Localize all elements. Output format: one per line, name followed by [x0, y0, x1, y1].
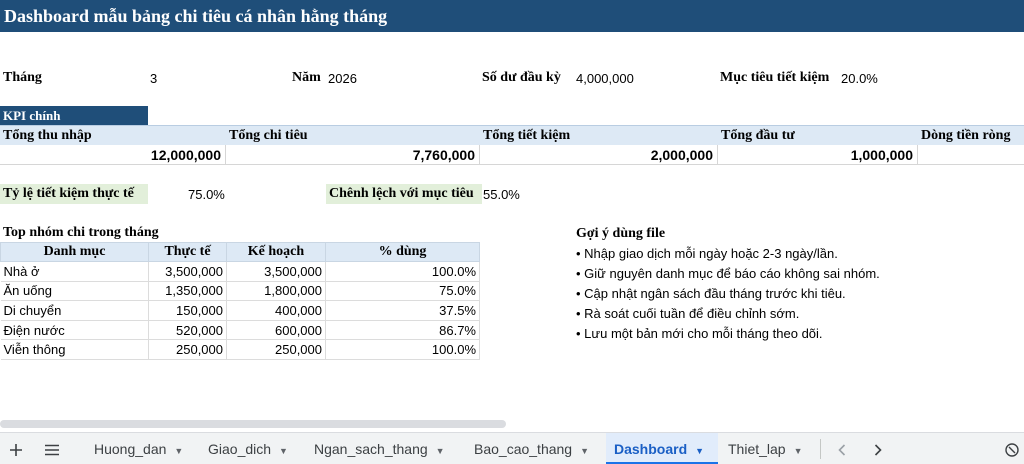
- target-difference-label: Chênh lệch với mục tiêu: [326, 184, 482, 204]
- actual-cell[interactable]: 1,350,000: [148, 281, 227, 302]
- chevron-down-icon[interactable]: ▼: [435, 446, 445, 456]
- col-planned: Kế hoạch: [226, 242, 326, 262]
- tab-label: Giao_dich: [208, 441, 272, 457]
- tips-panel: Gợi ý dùng file • Nhập giao dịch mỗi ngà…: [576, 224, 880, 344]
- tab-label: Ngan_sach_thang: [314, 441, 428, 457]
- percent-cell[interactable]: 75.0%: [325, 281, 480, 302]
- percent-cell[interactable]: 86.7%: [325, 320, 480, 341]
- opening-balance-value[interactable]: 4,000,000: [576, 71, 634, 86]
- savings-target-value[interactable]: 20.0%: [841, 71, 878, 86]
- actual-cell[interactable]: 520,000: [148, 320, 227, 341]
- menu-icon[interactable]: [38, 433, 66, 464]
- planned-cell[interactable]: 250,000: [226, 339, 326, 360]
- percent-cell[interactable]: 100.0%: [325, 339, 480, 360]
- kpi-value-savings[interactable]: 2,000,000: [480, 145, 718, 165]
- kpi-header-net-cashflow: Dòng tiền ròng: [921, 128, 1011, 143]
- kpi-header-row: Tổng thu nhập Tổng chi tiêu Tổng tiết ki…: [0, 125, 1024, 145]
- tip-item: • Cập nhật ngân sách đầu tháng trước khi…: [576, 286, 846, 301]
- year-value[interactable]: 2026: [328, 71, 357, 86]
- tips-title: Gợi ý dùng file: [576, 226, 666, 241]
- savings-target-label: Mục tiêu tiết kiệm: [720, 70, 830, 85]
- tab-separator: [820, 439, 821, 459]
- horizontal-scrollbar[interactable]: [0, 420, 1024, 428]
- col-category: Danh mục: [0, 242, 149, 262]
- category-cell[interactable]: Ăn uống: [0, 281, 149, 302]
- kpi-value-expense[interactable]: 7,760,000: [226, 145, 480, 165]
- percent-cell[interactable]: 100.0%: [325, 261, 480, 282]
- month-label: Tháng: [3, 70, 42, 85]
- kpi-header-savings: Tổng tiết kiệm: [483, 128, 571, 143]
- chevron-left-icon[interactable]: [830, 433, 854, 464]
- table-row: Nhà ở 3,500,000 3,500,000 100.0%: [0, 261, 480, 282]
- kpi-header-expense: Tổng chi tiêu: [229, 128, 308, 143]
- category-cell[interactable]: Viễn thông: [0, 339, 149, 360]
- actual-savings-rate-value[interactable]: 75.0%: [188, 187, 225, 202]
- tab-dashboard[interactable]: Dashboard ▼: [606, 433, 718, 464]
- top-groups-title: Top nhóm chi trong tháng: [3, 225, 159, 240]
- chevron-down-icon[interactable]: ▼: [695, 446, 705, 456]
- planned-cell[interactable]: 3,500,000: [226, 261, 326, 282]
- col-percent-used: % dùng: [325, 242, 480, 262]
- actual-cell[interactable]: 250,000: [148, 339, 227, 360]
- chevron-right-icon[interactable]: [866, 433, 890, 464]
- sheet-tab-bar: Huong_dan ▼ Giao_dich ▼ Ngan_sach_thang ▼ B…: [0, 432, 1024, 464]
- percent-cell[interactable]: 37.5%: [325, 300, 480, 321]
- chevron-down-icon[interactable]: ▼: [279, 446, 288, 456]
- kpi-value-row: 12,000,000 7,760,000 2,000,000 1,000,000: [0, 145, 1024, 165]
- col-actual: Thực tế: [148, 242, 227, 262]
- tab-ngan-sach-thang[interactable]: Ngan_sach_thang ▼: [306, 433, 464, 464]
- tab-label: Thiet_lap: [728, 441, 786, 457]
- tab-label: Bao_cao_thang: [474, 441, 573, 457]
- planned-cell[interactable]: 400,000: [226, 300, 326, 321]
- opening-balance-label: Số dư đầu kỳ: [482, 70, 561, 85]
- tab-label: Huong_dan: [94, 441, 167, 457]
- table-row: Viễn thông 250,000 250,000 100.0%: [0, 339, 480, 360]
- kpi-value-net-cashflow[interactable]: [918, 145, 1024, 165]
- tab-label: Dashboard: [614, 441, 688, 457]
- month-value[interactable]: 3: [150, 71, 158, 86]
- top-groups-table: Danh mục Thực tế Kế hoạch % dùng Nhà ở 3…: [0, 242, 480, 360]
- sheet-explore-icon[interactable]: [1000, 433, 1024, 464]
- kpi-header-investment: Tổng đầu tư: [721, 128, 795, 143]
- scrollbar-thumb[interactable]: [0, 420, 506, 428]
- actual-cell[interactable]: 150,000: [148, 300, 227, 321]
- tab-giao-dich[interactable]: Giao_dich ▼: [200, 433, 300, 464]
- tab-thiet-lap[interactable]: Thiet_lap ▼: [720, 433, 816, 464]
- tab-bao-cao-thang[interactable]: Bao_cao_thang ▼: [466, 433, 604, 464]
- dashboard-title: Dashboard mẫu bảng chi tiêu cá nhân hằng…: [0, 0, 1024, 32]
- tab-huong-dan[interactable]: Huong_dan ▼: [86, 433, 196, 464]
- tip-item: • Lưu một bản mới cho mỗi tháng theo dõi…: [576, 326, 823, 341]
- target-difference-value[interactable]: 55.0%: [483, 187, 520, 202]
- chevron-down-icon[interactable]: ▼: [580, 446, 590, 456]
- planned-cell[interactable]: 1,800,000: [226, 281, 326, 302]
- kpi-section-label: KPI chính: [0, 106, 148, 125]
- kpi-header-income: Tổng thu nhập: [3, 128, 92, 143]
- table-row: Điện nước 520,000 600,000 86.7%: [0, 320, 480, 341]
- tip-item: • Nhập giao dịch mỗi ngày hoặc 2-3 ngày/…: [576, 246, 838, 261]
- chevron-down-icon[interactable]: ▼: [174, 446, 184, 456]
- plus-icon[interactable]: [2, 433, 30, 464]
- year-label: Năm: [292, 70, 321, 85]
- actual-cell[interactable]: 3,500,000: [148, 261, 227, 282]
- table-row: Di chuyển 150,000 400,000 37.5%: [0, 300, 480, 321]
- top-groups-header-row: Danh mục Thực tế Kế hoạch % dùng: [0, 242, 480, 262]
- tip-item: • Rà soát cuối tuần để điều chỉnh sớm.: [576, 306, 800, 321]
- category-cell[interactable]: Di chuyển: [0, 300, 149, 321]
- category-cell[interactable]: Nhà ở: [0, 261, 149, 282]
- table-row: Ăn uống 1,350,000 1,800,000 75.0%: [0, 281, 480, 302]
- planned-cell[interactable]: 600,000: [226, 320, 326, 341]
- category-cell[interactable]: Điện nước: [0, 320, 149, 341]
- actual-savings-rate-label: Tỷ lệ tiết kiệm thực tế: [0, 184, 148, 204]
- kpi-value-investment[interactable]: 1,000,000: [718, 145, 918, 165]
- tip-item: • Giữ nguyên danh mục để báo cáo không s…: [576, 266, 880, 281]
- chevron-down-icon[interactable]: ▼: [793, 446, 803, 456]
- kpi-value-income[interactable]: 12,000,000: [0, 145, 226, 165]
